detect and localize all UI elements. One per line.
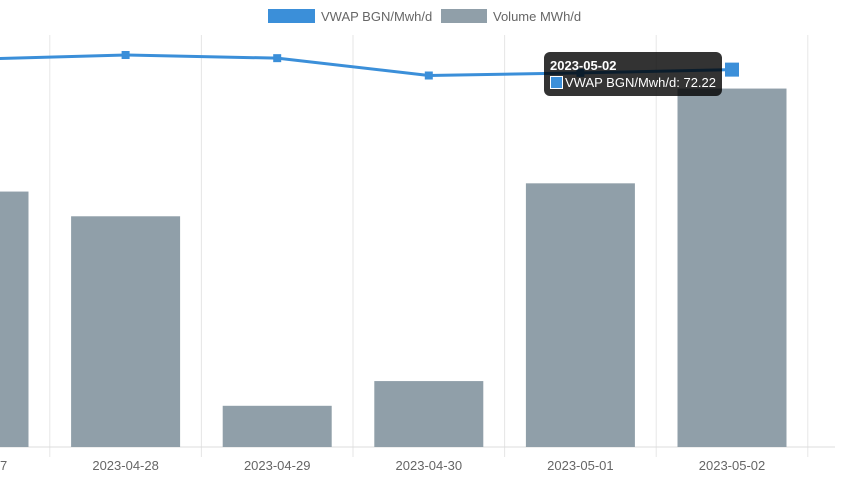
x-tick-label: 2023-05-01: [547, 458, 614, 473]
tooltip-value: VWAP BGN/Mwh/d: 72.22: [565, 75, 717, 90]
vwap-point[interactable]: [424, 71, 433, 80]
tooltip: 2023-05-02 VWAP BGN/Mwh/d: 72.22: [544, 52, 723, 96]
x-tick-label: 2023-04-28: [92, 458, 159, 473]
legend-label-volume: Volume MWh/d: [493, 9, 581, 24]
volume-bar[interactable]: [677, 88, 787, 447]
tooltip-title: 2023-05-02: [550, 58, 617, 73]
legend-swatch-volume: [441, 9, 487, 23]
tooltip-swatch: [550, 76, 563, 89]
legend-item-vwap[interactable]: VWAP BGN/Mwh/d: [268, 9, 432, 24]
x-axis: 2023-04-27 2023-04-28 2023-04-29 2023-04-30…: [0, 458, 765, 473]
legend-item-volume[interactable]: Volume MWh/d: [441, 9, 581, 24]
vwap-point[interactable]: [273, 54, 282, 63]
volume-bar[interactable]: [525, 183, 635, 447]
legend-label-vwap: VWAP BGN/Mwh/d: [321, 9, 432, 24]
x-tick-label: 2023-04-29: [244, 458, 311, 473]
bars: [0, 88, 787, 447]
volume-bar[interactable]: [71, 216, 181, 447]
x-tick-label: 2023-04-27: [0, 458, 7, 473]
volume-bar[interactable]: [0, 191, 29, 447]
vwap-point[interactable]: [121, 51, 130, 59]
volume-bar[interactable]: [222, 405, 332, 447]
x-tick-label: 2023-05-02: [699, 458, 766, 473]
x-tick-label: 2023-04-30: [396, 458, 463, 473]
legend-swatch-vwap: [268, 9, 315, 23]
volume-bar[interactable]: [374, 381, 484, 447]
legend[interactable]: VWAP BGN/Mwh/d Volume MWh/d: [268, 9, 581, 24]
tooltip-row: VWAP BGN/Mwh/d: 72.22: [550, 74, 716, 91]
vwap-point-hovered[interactable]: [725, 62, 739, 77]
